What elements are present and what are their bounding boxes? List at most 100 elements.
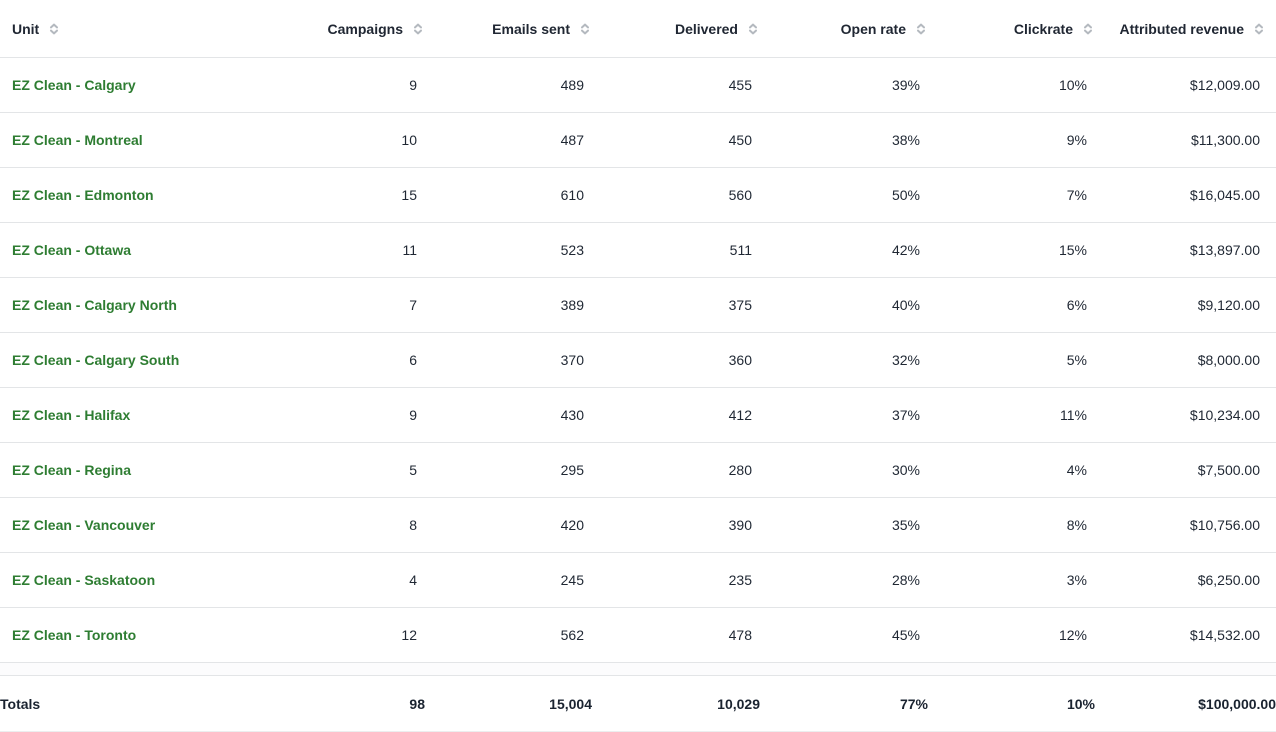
unit-link[interactable]: EZ Clean - Edmonton bbox=[12, 187, 154, 203]
sort-icon bbox=[1255, 23, 1263, 34]
click-rate-cell: 8% bbox=[928, 497, 1095, 553]
column-header-label: Emails sent bbox=[492, 20, 570, 37]
sort-button-open-rate[interactable]: Open rate bbox=[760, 21, 928, 37]
sort-button-unit[interactable]: Unit bbox=[0, 21, 245, 37]
sort-icon bbox=[1084, 23, 1092, 34]
column-header-campaigns: Campaigns bbox=[245, 0, 425, 58]
emails-sent-cell: 610 bbox=[425, 167, 592, 223]
delivered-cell: 560 bbox=[592, 167, 760, 223]
campaigns-cell: 11 bbox=[245, 222, 425, 278]
header-row: Unit Campaigns Emails sent Delivered bbox=[0, 0, 1276, 58]
campaigns-cell: 9 bbox=[245, 387, 425, 443]
emails-sent-cell: 562 bbox=[425, 607, 592, 663]
column-header-clickrate: Clickrate bbox=[928, 0, 1095, 58]
column-header-label: Open rate bbox=[840, 20, 906, 37]
click-rate-cell: 6% bbox=[928, 277, 1095, 333]
attributed-revenue-cell: $16,045.00 bbox=[1095, 167, 1276, 223]
totals-open-rate: 77% bbox=[760, 675, 928, 732]
unit-link[interactable]: EZ Clean - Calgary South bbox=[12, 352, 180, 368]
totals-click-rate: 10% bbox=[928, 675, 1095, 732]
unit-cell: EZ Clean - Calgary bbox=[0, 57, 245, 113]
table-row: EZ Clean - Calgary 9 489 455 39% 10% $12… bbox=[0, 57, 1276, 113]
column-header-open-rate: Open rate bbox=[760, 0, 928, 58]
unit-cell: EZ Clean - Montreal bbox=[0, 112, 245, 168]
totals-separator bbox=[0, 662, 1276, 676]
column-header-label: Unit bbox=[12, 20, 40, 37]
open-rate-cell: 50% bbox=[760, 167, 928, 223]
open-rate-cell: 45% bbox=[760, 607, 928, 663]
click-rate-cell: 9% bbox=[928, 112, 1095, 168]
open-rate-cell: 37% bbox=[760, 387, 928, 443]
table-row: EZ Clean - Toronto 12 562 478 45% 12% $1… bbox=[0, 607, 1276, 663]
campaigns-cell: 12 bbox=[245, 607, 425, 663]
sort-icon bbox=[749, 23, 757, 34]
delivered-cell: 235 bbox=[592, 552, 760, 608]
unit-link[interactable]: EZ Clean - Vancouver bbox=[12, 517, 156, 533]
unit-cell: EZ Clean - Calgary North bbox=[0, 277, 245, 333]
totals-attributed-revenue: $100,000.00 bbox=[1095, 675, 1276, 732]
sort-icon bbox=[917, 23, 925, 34]
column-header-label: Attributed revenue bbox=[1119, 20, 1244, 37]
open-rate-cell: 40% bbox=[760, 277, 928, 333]
totals-label: Totals bbox=[0, 675, 245, 732]
click-rate-cell: 12% bbox=[928, 607, 1095, 663]
unit-link[interactable]: EZ Clean - Montreal bbox=[12, 132, 143, 148]
emails-sent-cell: 420 bbox=[425, 497, 592, 553]
campaigns-cell: 7 bbox=[245, 277, 425, 333]
open-rate-cell: 39% bbox=[760, 57, 928, 113]
column-header-attributed-revenue: Attributed revenue bbox=[1095, 0, 1276, 58]
table-row: EZ Clean - Montreal 10 487 450 38% 9% $1… bbox=[0, 112, 1276, 168]
sort-button-clickrate[interactable]: Clickrate bbox=[928, 21, 1095, 37]
open-rate-cell: 35% bbox=[760, 497, 928, 553]
emails-sent-cell: 245 bbox=[425, 552, 592, 608]
unit-cell: EZ Clean - Vancouver bbox=[0, 497, 245, 553]
column-header-unit: Unit bbox=[0, 0, 245, 58]
sort-button-delivered[interactable]: Delivered bbox=[592, 21, 760, 37]
unit-link[interactable]: EZ Clean - Ottawa bbox=[12, 242, 132, 258]
delivered-cell: 360 bbox=[592, 332, 760, 388]
delivered-cell: 375 bbox=[592, 277, 760, 333]
attributed-revenue-cell: $14,532.00 bbox=[1095, 607, 1276, 663]
campaigns-cell: 6 bbox=[245, 332, 425, 388]
unit-cell: EZ Clean - Calgary South bbox=[0, 332, 245, 388]
open-rate-cell: 42% bbox=[760, 222, 928, 278]
sort-icon bbox=[50, 23, 59, 34]
open-rate-cell: 28% bbox=[760, 552, 928, 608]
unit-link[interactable]: EZ Clean - Calgary bbox=[12, 77, 136, 93]
column-header-label: Campaigns bbox=[327, 20, 403, 37]
open-rate-cell: 30% bbox=[760, 442, 928, 498]
campaigns-cell: 15 bbox=[245, 167, 425, 223]
table-row: EZ Clean - Regina 5 295 280 30% 4% $7,50… bbox=[0, 442, 1276, 498]
campaigns-cell: 4 bbox=[245, 552, 425, 608]
totals-delivered: 10,029 bbox=[592, 675, 760, 732]
column-header-emails-sent: Emails sent bbox=[425, 0, 592, 58]
attributed-revenue-cell: $6,250.00 bbox=[1095, 552, 1276, 608]
table-row: EZ Clean - Saskatoon 4 245 235 28% 3% $6… bbox=[0, 552, 1276, 608]
attributed-revenue-cell: $12,009.00 bbox=[1095, 57, 1276, 113]
unit-link[interactable]: EZ Clean - Regina bbox=[12, 462, 132, 478]
campaigns-cell: 5 bbox=[245, 442, 425, 498]
unit-link[interactable]: EZ Clean - Toronto bbox=[12, 627, 137, 643]
attributed-revenue-cell: $9,120.00 bbox=[1095, 277, 1276, 333]
table-row: EZ Clean - Vancouver 8 420 390 35% 8% $1… bbox=[0, 497, 1276, 553]
unit-link[interactable]: EZ Clean - Saskatoon bbox=[12, 572, 156, 588]
sort-button-campaigns[interactable]: Campaigns bbox=[245, 21, 425, 37]
column-header-label: Delivered bbox=[674, 20, 738, 37]
attributed-revenue-cell: $8,000.00 bbox=[1095, 332, 1276, 388]
unit-link[interactable]: EZ Clean - Calgary North bbox=[12, 297, 177, 313]
column-header-delivered: Delivered bbox=[592, 0, 760, 58]
emails-sent-cell: 295 bbox=[425, 442, 592, 498]
delivered-cell: 511 bbox=[592, 222, 760, 278]
sort-button-emails-sent[interactable]: Emails sent bbox=[425, 21, 592, 37]
campaigns-cell: 10 bbox=[245, 112, 425, 168]
delivered-cell: 450 bbox=[592, 112, 760, 168]
open-rate-cell: 32% bbox=[760, 332, 928, 388]
delivered-cell: 412 bbox=[592, 387, 760, 443]
unit-cell: EZ Clean - Halifax bbox=[0, 387, 245, 443]
sort-button-attributed-revenue[interactable]: Attributed revenue bbox=[1095, 21, 1276, 37]
unit-cell: EZ Clean - Ottawa bbox=[0, 222, 245, 278]
click-rate-cell: 4% bbox=[928, 442, 1095, 498]
unit-link[interactable]: EZ Clean - Halifax bbox=[12, 407, 131, 423]
attributed-revenue-cell: $11,300.00 bbox=[1095, 112, 1276, 168]
